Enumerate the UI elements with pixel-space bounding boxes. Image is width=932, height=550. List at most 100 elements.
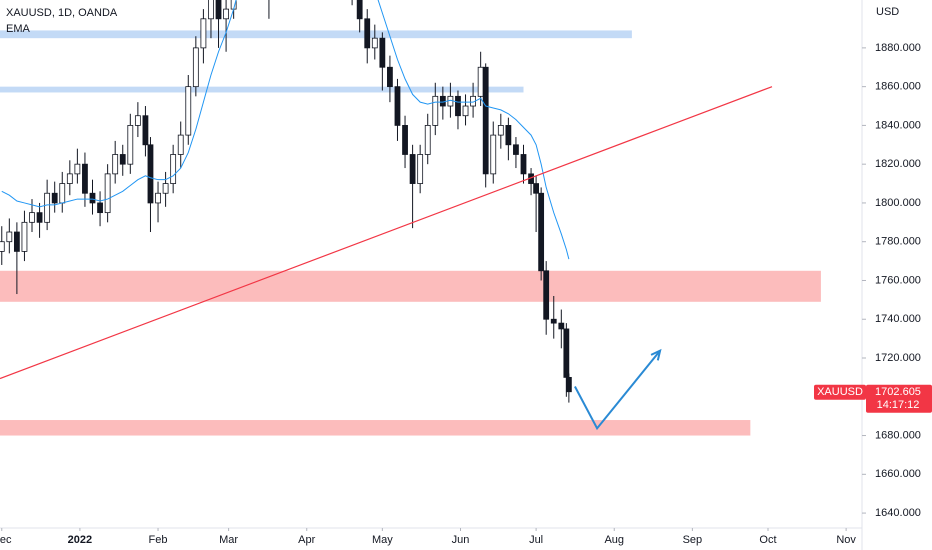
candle-body [417,154,424,184]
candle-body [177,134,184,155]
candle-body [477,66,484,97]
candle-body [147,144,154,204]
zone [0,30,632,39]
y-tick-label: 1660.000 [875,468,921,480]
x-tick-label: Apr [298,534,315,546]
y-tick-label: 1840.000 [875,119,921,131]
y-tick-label: 1780.000 [875,236,921,248]
candle-body [155,192,161,204]
zone [0,86,524,93]
candle-body [520,154,527,175]
candle-body [402,125,408,155]
candle-body [563,328,570,378]
candle-body [439,95,446,107]
indicator-label: EMA [6,23,31,35]
candle-body [192,47,199,88]
arrow-head [650,348,662,361]
y-tick-label: 1880.000 [875,42,921,54]
candle-body [490,134,497,175]
symbol-label: XAUUSD [817,386,863,398]
y-tick-label: 1680.000 [875,429,921,441]
candle-body [432,95,439,126]
zone [0,270,821,302]
candle-body [97,202,103,214]
x-tick-label: Jun [452,534,470,546]
candle-body [6,231,13,243]
x-tick-label: Feb [149,534,168,546]
x-tick-label: 2022 [68,534,92,546]
candle-body [13,231,20,252]
x-tick-label: May [372,534,393,546]
axes: 1640.0001660.0001680.0001700.0001720.000… [0,42,932,546]
chart-title: XAUUSD, 1D, OANDA [6,7,118,19]
candle-body [89,192,96,204]
candle-body [409,154,416,184]
x-tick-label: Sep [683,534,703,546]
candle-body [112,154,119,175]
x-tick-label: Aug [604,534,624,546]
candle-body [0,241,5,252]
candle-body [21,221,28,252]
candle-body [533,183,540,194]
candle-body [543,270,550,320]
candle-body [142,115,149,146]
x-tick-label: Jul [529,534,543,546]
x-tick-label: Nov [836,534,856,546]
x-tick-label: Oct [759,534,776,546]
x-tick-label: Mar [219,534,238,546]
symbol-label-bg [814,384,866,400]
price-label-bg [866,384,932,413]
candle-body [36,212,43,223]
candle-body [200,18,207,49]
y-tick-label: 1640.000 [875,507,921,519]
trend-line [0,86,773,380]
candle-body [513,144,519,155]
candle-body [162,183,169,194]
candle-body [185,86,192,136]
candle-body [82,163,88,194]
candle-body [394,86,401,126]
plot-area [0,0,821,436]
candle-body [104,173,111,214]
candle-body [455,95,461,117]
candle-body [215,0,222,20]
candle-body [208,0,214,20]
zone [0,420,751,436]
x-tick-label: Dec [0,534,12,546]
candle-body [447,95,454,107]
y-tick-label: 1860.000 [875,81,921,93]
y-tick-label: 1820.000 [875,158,921,170]
currency-label: USD [876,6,899,18]
candle-body [558,322,565,330]
candle-body [482,66,489,175]
candle-body [59,183,66,204]
y-tick-label: 1800.000 [875,197,921,209]
candle-body [371,37,378,49]
candle-body [497,125,504,136]
countdown-label: 14:17:12 [877,399,920,411]
candle-body [66,173,73,184]
candle-body [29,212,35,223]
candle-body [550,318,557,324]
candle-body [51,192,58,204]
candle-body [364,18,371,49]
candle-body [538,192,545,272]
candle-body [424,125,431,155]
candle-body [462,105,469,117]
projection-arrow [574,350,661,431]
candle-body [44,192,51,223]
candle-body [74,163,81,175]
candle-body [387,66,393,88]
candle-body [127,125,134,165]
candle-body [223,8,229,20]
candle-body [379,37,386,68]
y-tick-label: 1760.000 [875,274,921,286]
y-tick-label: 1720.000 [875,352,921,364]
candle-body [356,0,363,20]
price-label: 1702.605 [875,386,921,398]
candle-body [134,115,141,126]
candle-body [170,154,177,184]
candle-body [119,154,126,165]
candle-body [505,125,512,146]
